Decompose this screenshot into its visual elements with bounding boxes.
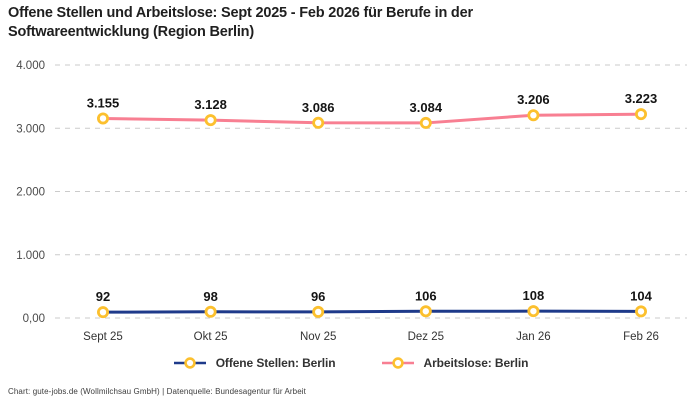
x-axis-label: Sept 25 [83, 331, 123, 343]
data-point-marker[interactable] [527, 305, 540, 318]
data-point-label: 3.084 [410, 100, 443, 115]
legend-item-offene-stellen[interactable]: Offene Stellen: Berlin [172, 356, 336, 370]
data-point-marker[interactable] [419, 305, 432, 318]
legend: Offene Stellen: Berlin Arbeitslose: Berl… [0, 356, 700, 370]
data-point-marker[interactable] [635, 305, 648, 318]
source-attribution: Chart: gute-jobs.de (Wollmilchsau GmbH) … [8, 387, 306, 396]
data-point-label: 3.086 [302, 100, 335, 115]
data-point-label: 108 [523, 288, 545, 303]
data-point-label: 104 [630, 288, 652, 303]
data-point-marker[interactable] [635, 108, 648, 121]
data-point-marker[interactable] [527, 109, 540, 122]
data-point-marker[interactable] [204, 305, 217, 318]
y-axis-tick-label: 1.000 [16, 250, 45, 262]
data-point-label: 92 [96, 289, 110, 304]
x-axis-label: Feb 26 [623, 331, 659, 343]
data-point-label: 3.128 [194, 97, 227, 112]
y-axis-tick-label: 3.000 [16, 123, 45, 135]
data-point-label: 106 [415, 288, 437, 303]
y-axis-tick-label: 2.000 [16, 187, 45, 199]
x-axis-label: Dez 25 [408, 331, 444, 343]
data-point-label: 96 [311, 289, 325, 304]
data-point-marker[interactable] [419, 116, 432, 129]
series-line [101, 309, 643, 314]
data-point-marker[interactable] [97, 306, 110, 319]
legend-label-arbeitslose: Arbeitslose: Berlin [423, 356, 529, 370]
x-axis-label: Okt 25 [194, 331, 228, 343]
x-axis-label: Nov 25 [300, 331, 336, 343]
legend-line-marker-icon [381, 357, 414, 369]
legend-label-offene-stellen: Offene Stellen: Berlin [215, 356, 336, 370]
x-axis-label: Jan 26 [516, 331, 551, 343]
y-axis-tick-label: 0,00 [23, 313, 45, 325]
legend-item-arbeitslose[interactable]: Arbeitslose: Berlin [380, 356, 529, 370]
chart-title: Offene Stellen und Arbeitslose: Sept 202… [8, 5, 473, 40]
data-point-marker[interactable] [312, 116, 325, 129]
legend-line-marker-icon [173, 357, 206, 369]
data-point-marker[interactable] [97, 112, 110, 125]
data-point-marker[interactable] [312, 305, 325, 318]
series-line [101, 112, 643, 125]
data-point-label: 98 [203, 289, 217, 304]
y-axis-tick-label: 4.000 [16, 60, 45, 72]
data-point-marker[interactable] [204, 114, 217, 127]
data-point-label: 3.223 [625, 91, 658, 106]
data-point-label: 3.206 [517, 92, 550, 107]
line-chart: 0,00 1.000 2.000 3.000 4.000 Sept 25 Okt 25 Nov… [16, 60, 687, 343]
data-point-label: 3.155 [87, 95, 120, 110]
